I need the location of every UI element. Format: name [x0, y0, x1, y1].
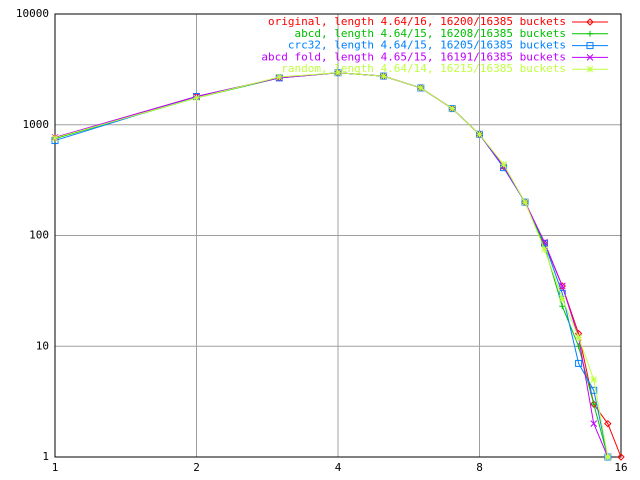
point: [417, 84, 425, 92]
point: [448, 105, 456, 112]
point: [586, 65, 594, 73]
point: [590, 401, 597, 408]
point: [604, 453, 612, 461]
point: [617, 453, 625, 461]
point: [380, 72, 387, 80]
point: [558, 282, 566, 290]
x-tick-label: 2: [193, 461, 200, 474]
point: [193, 94, 200, 102]
series-line: [54, 72, 609, 458]
plot-frame: [54, 13, 622, 458]
point: [541, 245, 548, 253]
legend-label: crc32, length 4.64/15, 16205/16385 bucke…: [288, 39, 566, 52]
point: [558, 295, 566, 302]
point: [500, 160, 507, 168]
point: [586, 18, 594, 26]
y-tick-label: 1: [42, 450, 49, 463]
y-tick-label: 100: [29, 229, 49, 242]
point: [590, 386, 598, 394]
x-tick-label: 16: [614, 461, 627, 474]
point: [275, 73, 283, 81]
point: [559, 303, 566, 310]
legend-label: original, length 4.64/16, 16200/16385 bu…: [268, 15, 566, 28]
y-tick-label: 1000: [23, 118, 50, 131]
point: [575, 359, 583, 367]
legend-label: random, length 4.64/14, 16215/16385 buck…: [281, 62, 566, 75]
y-tick-label: 10000: [16, 7, 49, 20]
legend-label: abcd, length 4.64/15, 16208/16385 bucket…: [294, 27, 566, 40]
x-tick-label: 1: [52, 461, 59, 474]
point: [51, 134, 59, 142]
y-tick-label: 10: [36, 339, 49, 352]
point: [521, 198, 529, 206]
point: [586, 54, 594, 61]
x-tick-label: 8: [476, 461, 483, 474]
point: [590, 420, 598, 428]
point: [334, 69, 342, 77]
point: [586, 42, 594, 50]
point: [587, 30, 593, 37]
x-tick-label: 4: [335, 461, 342, 474]
legend-label: abcd fold, length 4.65/15, 16191/16385 b…: [261, 50, 566, 63]
series-line: [54, 72, 609, 458]
point: [575, 334, 582, 341]
series-line: [54, 72, 609, 458]
series-line: [54, 72, 609, 458]
point: [590, 376, 598, 383]
point: [604, 419, 612, 428]
point: [476, 130, 483, 138]
